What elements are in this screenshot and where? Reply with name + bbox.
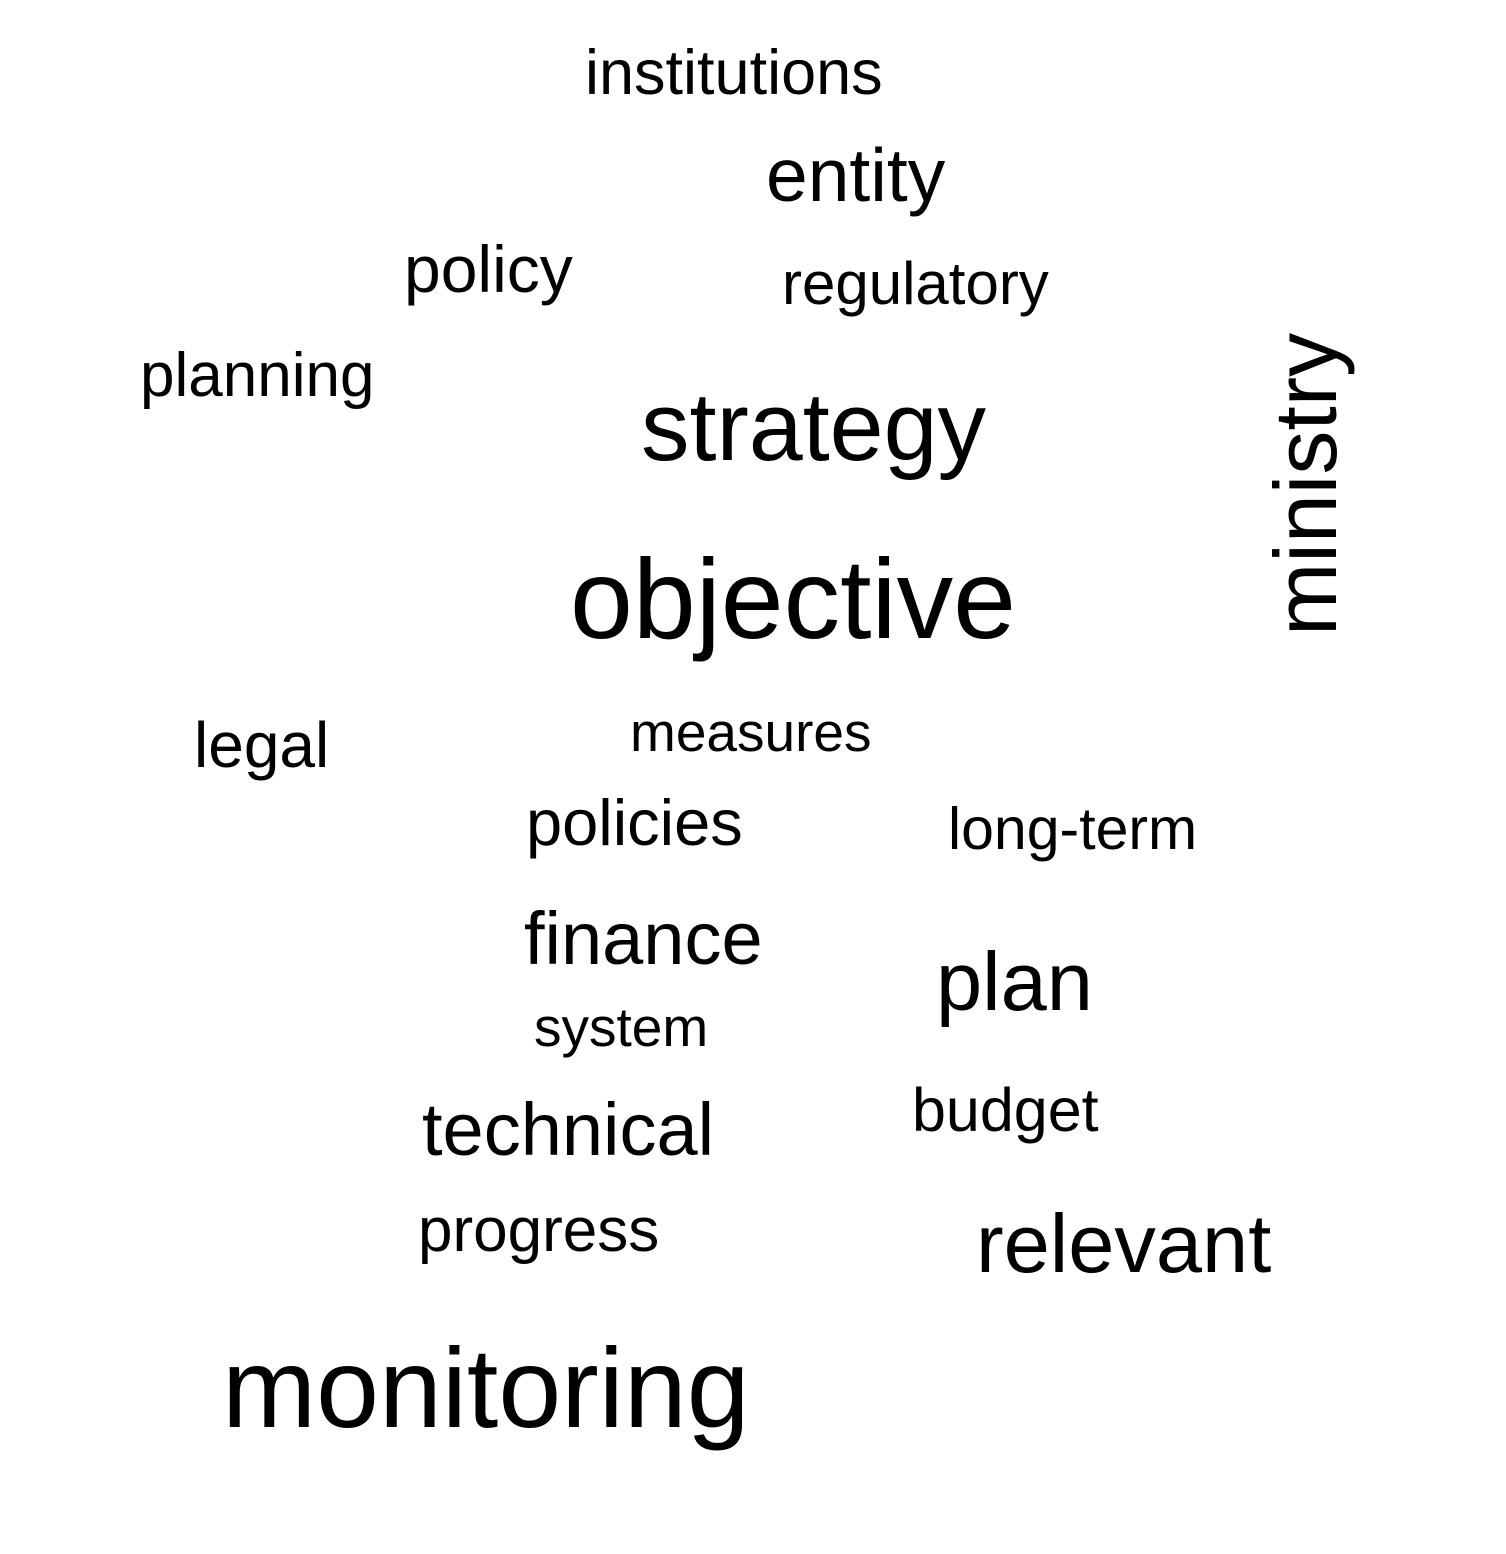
word-relevant: relevant	[976, 1197, 1272, 1290]
word-strategy: strategy	[641, 372, 987, 481]
word-system: system	[534, 996, 709, 1058]
word-measures: measures	[630, 701, 872, 763]
word-long-term: long-term	[948, 796, 1198, 862]
word-institutions: institutions	[585, 38, 883, 108]
word-regulatory: regulatory	[782, 250, 1049, 317]
word-finance: finance	[524, 897, 763, 980]
word-budget: budget	[912, 1076, 1099, 1144]
word-monitoring: monitoring	[222, 1325, 750, 1451]
word-policies: policies	[526, 786, 743, 859]
word-objective: objective	[570, 536, 1016, 662]
word-entity: entity	[766, 133, 946, 217]
word-legal: legal	[194, 709, 330, 781]
word-progress: progress	[418, 1196, 660, 1265]
word-planning: planning	[140, 341, 375, 410]
word-technical: technical	[422, 1088, 715, 1171]
word-plan: plan	[936, 935, 1093, 1028]
word-policy: policy	[404, 232, 573, 306]
word-ministry: ministry	[1256, 332, 1355, 636]
